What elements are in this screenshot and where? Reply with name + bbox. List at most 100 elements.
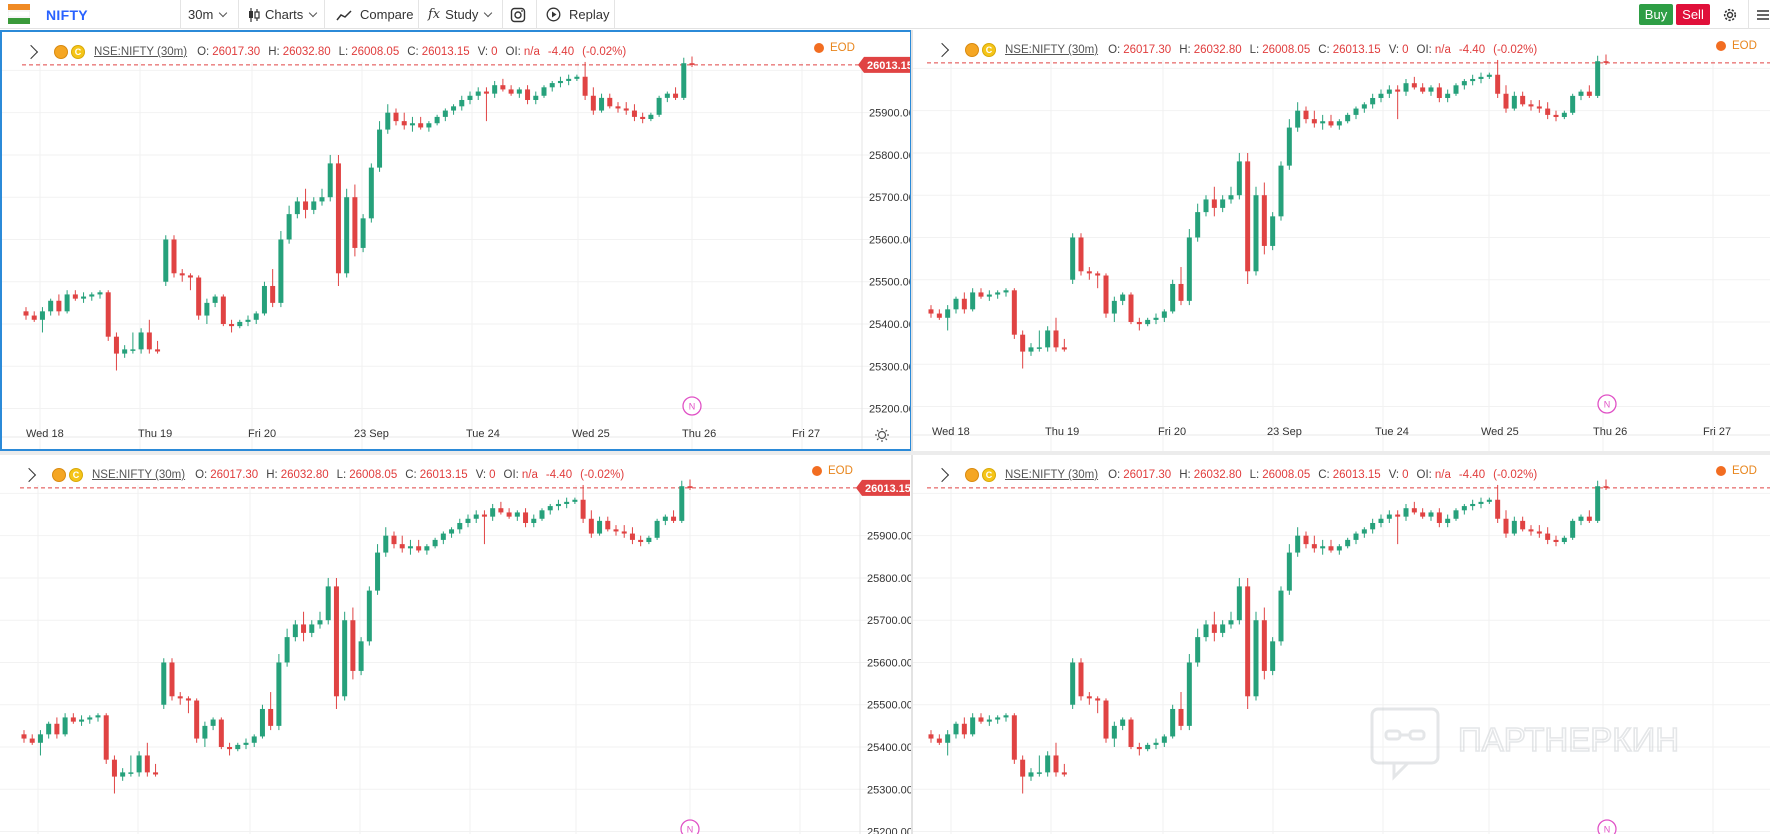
price-tick-label: 25300.00 [869, 361, 912, 373]
price-tick-label: 25800.00 [869, 150, 912, 162]
news-badge-icon[interactable] [1597, 819, 1617, 834]
india-flag-icon [8, 4, 30, 24]
chart-panel-bottom-left[interactable]: N 26100.00 25900.00 25800.00 25700.00 25600.0… [0, 455, 912, 834]
candlestick-chart[interactable]: N 26100.00 25900.00 25800.00 25700.00 25600.0… [2, 32, 912, 451]
legend-symbol-link[interactable]: NSE:NIFTY (30m) [1005, 469, 1099, 481]
legend-symbol-link[interactable]: NSE:NIFTY (30m) [94, 46, 188, 58]
panel-divider-horizontal[interactable] [0, 451, 1770, 455]
candle-body [1178, 708, 1184, 726]
chevron-right-icon[interactable] [934, 42, 950, 58]
chart-legend: C NSE:NIFTY (30m) O: 26017.30 H: 26032.80 L: 26… [913, 40, 1545, 60]
candle-body [1520, 520, 1526, 530]
eod-dot-icon [814, 43, 824, 53]
legend-key: V: [477, 46, 489, 58]
candle-body [177, 696, 183, 699]
candle-body [270, 285, 276, 303]
sell-button[interactable]: Sell [1676, 4, 1710, 25]
chevron-right-icon[interactable] [934, 467, 950, 483]
charts-label: Charts [265, 7, 304, 22]
candle-body [631, 110, 637, 117]
interval-selector[interactable]: 30m [188, 0, 228, 29]
candle-body [1028, 772, 1034, 777]
study-menu-button[interactable]: fx Study [428, 0, 493, 29]
candle-body [1370, 522, 1376, 530]
candlestick-chart[interactable]: N [913, 455, 1770, 834]
time-tick-label: Wed 25 [1481, 426, 1519, 438]
charts-menu-button[interactable]: Charts [248, 0, 318, 29]
candle-body [1520, 95, 1526, 105]
candle-body [945, 309, 951, 318]
status-dot-icon [52, 468, 66, 482]
eod-label: EOD [828, 465, 853, 477]
legend-key: H: [1179, 44, 1191, 56]
eod-indicator[interactable]: EOD [812, 465, 853, 477]
legend-symbol-link[interactable]: NSE:NIFTY (30m) [1005, 44, 1099, 56]
news-badge-icon[interactable] [680, 819, 700, 834]
candle-body [1145, 744, 1151, 750]
candle-body [1528, 104, 1534, 107]
candle-body [344, 197, 350, 274]
panel-divider-vertical[interactable] [911, 30, 913, 834]
candle-body [1503, 93, 1509, 109]
chart-panel-top-right[interactable]: N Wed 18 Thu 19 Fri 20 23 Sep Tue 24 Wed 25 Thu… [913, 30, 1770, 451]
legend-key: OI: [1416, 469, 1432, 481]
candle-body [1145, 319, 1151, 325]
settings-button[interactable] [1722, 0, 1738, 29]
candle-body [1111, 725, 1117, 739]
candle-body [590, 95, 596, 111]
candle-body [1195, 637, 1201, 663]
candle-body [204, 302, 210, 316]
candle-body [39, 311, 45, 320]
compare-button[interactable]: Compare [336, 0, 413, 29]
chart-panel-top-left[interactable]: N 26100.00 25900.00 25800.00 25700.00 25600.0… [0, 30, 912, 451]
eod-indicator[interactable]: EOD [1716, 40, 1757, 52]
candle-body [1303, 110, 1309, 120]
candlestick-chart[interactable]: N 26100.00 25900.00 25800.00 25700.00 25600.0… [0, 455, 912, 834]
news-badge-icon[interactable] [1597, 394, 1617, 414]
candle-body [539, 510, 545, 519]
snapshot-button[interactable] [510, 0, 526, 29]
buy-button[interactable]: Buy [1639, 4, 1673, 25]
candle-body [673, 93, 679, 98]
candle-body [541, 87, 547, 96]
candle-body [245, 319, 251, 322]
news-badge-icon[interactable] [682, 396, 702, 416]
symbol-name[interactable]: NIFTY [46, 6, 88, 23]
candle-body [1420, 87, 1426, 92]
candle-body [1253, 620, 1259, 697]
chart-panel-bottom-right[interactable]: N C NSE:NIFTY (30m) O: 26017.30 H: 26032.80 L: 2… [913, 455, 1770, 834]
candle-body [426, 123, 432, 128]
settings-sun-icon[interactable] [875, 428, 889, 442]
legend-value: 26017.30 [212, 46, 261, 58]
menu-button[interactable] [1756, 0, 1770, 29]
eod-indicator[interactable]: EOD [814, 42, 855, 54]
candle-body [325, 586, 331, 621]
candle-body [1570, 520, 1576, 538]
candlestick-chart[interactable]: N Wed 18 Thu 19 Fri 20 23 Sep Tue 24 Wed 25 Thu… [913, 30, 1770, 451]
eod-label: EOD [830, 42, 855, 54]
candle-body [1428, 512, 1434, 517]
eod-label: EOD [1732, 40, 1757, 52]
chevron-right-icon[interactable] [21, 467, 37, 483]
candle-body [1370, 97, 1376, 105]
candle-body [961, 723, 967, 735]
eod-indicator[interactable]: EOD [1716, 465, 1757, 477]
legend-symbol-link[interactable]: NSE:NIFTY (30m) [92, 469, 186, 481]
candle-body [97, 292, 103, 295]
candle-body [128, 772, 134, 774]
news-badge-label: N [1604, 825, 1611, 834]
currency-c-icon: C [982, 468, 996, 482]
replay-button[interactable]: Replay [546, 0, 609, 29]
candle-body [475, 91, 481, 96]
candle-body [333, 586, 339, 697]
candle-body [317, 620, 323, 625]
candle-body [155, 349, 161, 352]
candle-body [1586, 516, 1592, 521]
price-tick-label: 25700.00 [867, 615, 912, 627]
legend-value: 26017.30 [1123, 44, 1172, 56]
chevron-right-icon[interactable] [23, 44, 39, 60]
candle-body [1295, 535, 1301, 553]
candle-body [1261, 620, 1267, 671]
candlestick-icon [249, 7, 260, 22]
legend-key: OI: [505, 46, 521, 58]
